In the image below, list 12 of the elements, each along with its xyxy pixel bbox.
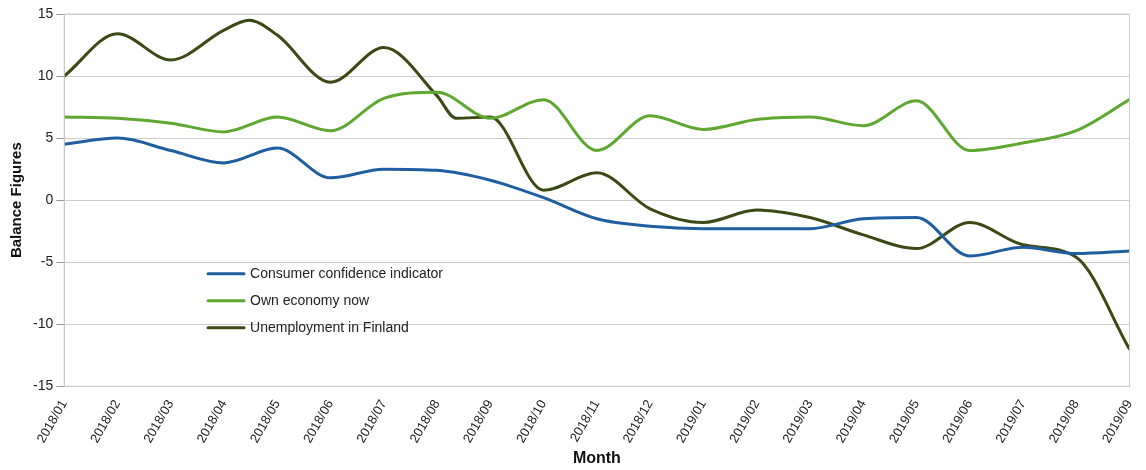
x-axis-title: Month: [572, 448, 621, 466]
legend-label: Unemployment in Finland: [250, 318, 409, 335]
y-tick-label: 0: [45, 191, 54, 208]
y-tick-label: -10: [33, 315, 54, 332]
y-tick-label: 5: [45, 128, 54, 145]
y-tick-label: 15: [37, 4, 54, 21]
y-axis-title: Balance Figures: [7, 142, 25, 259]
legend-label: Own economy now: [250, 291, 370, 308]
y-tick-label: -5: [40, 253, 54, 270]
y-tick-label: 10: [37, 66, 54, 83]
legend-label: Consumer confidence indicator: [250, 264, 444, 281]
y-tick-label: -15: [33, 377, 54, 394]
